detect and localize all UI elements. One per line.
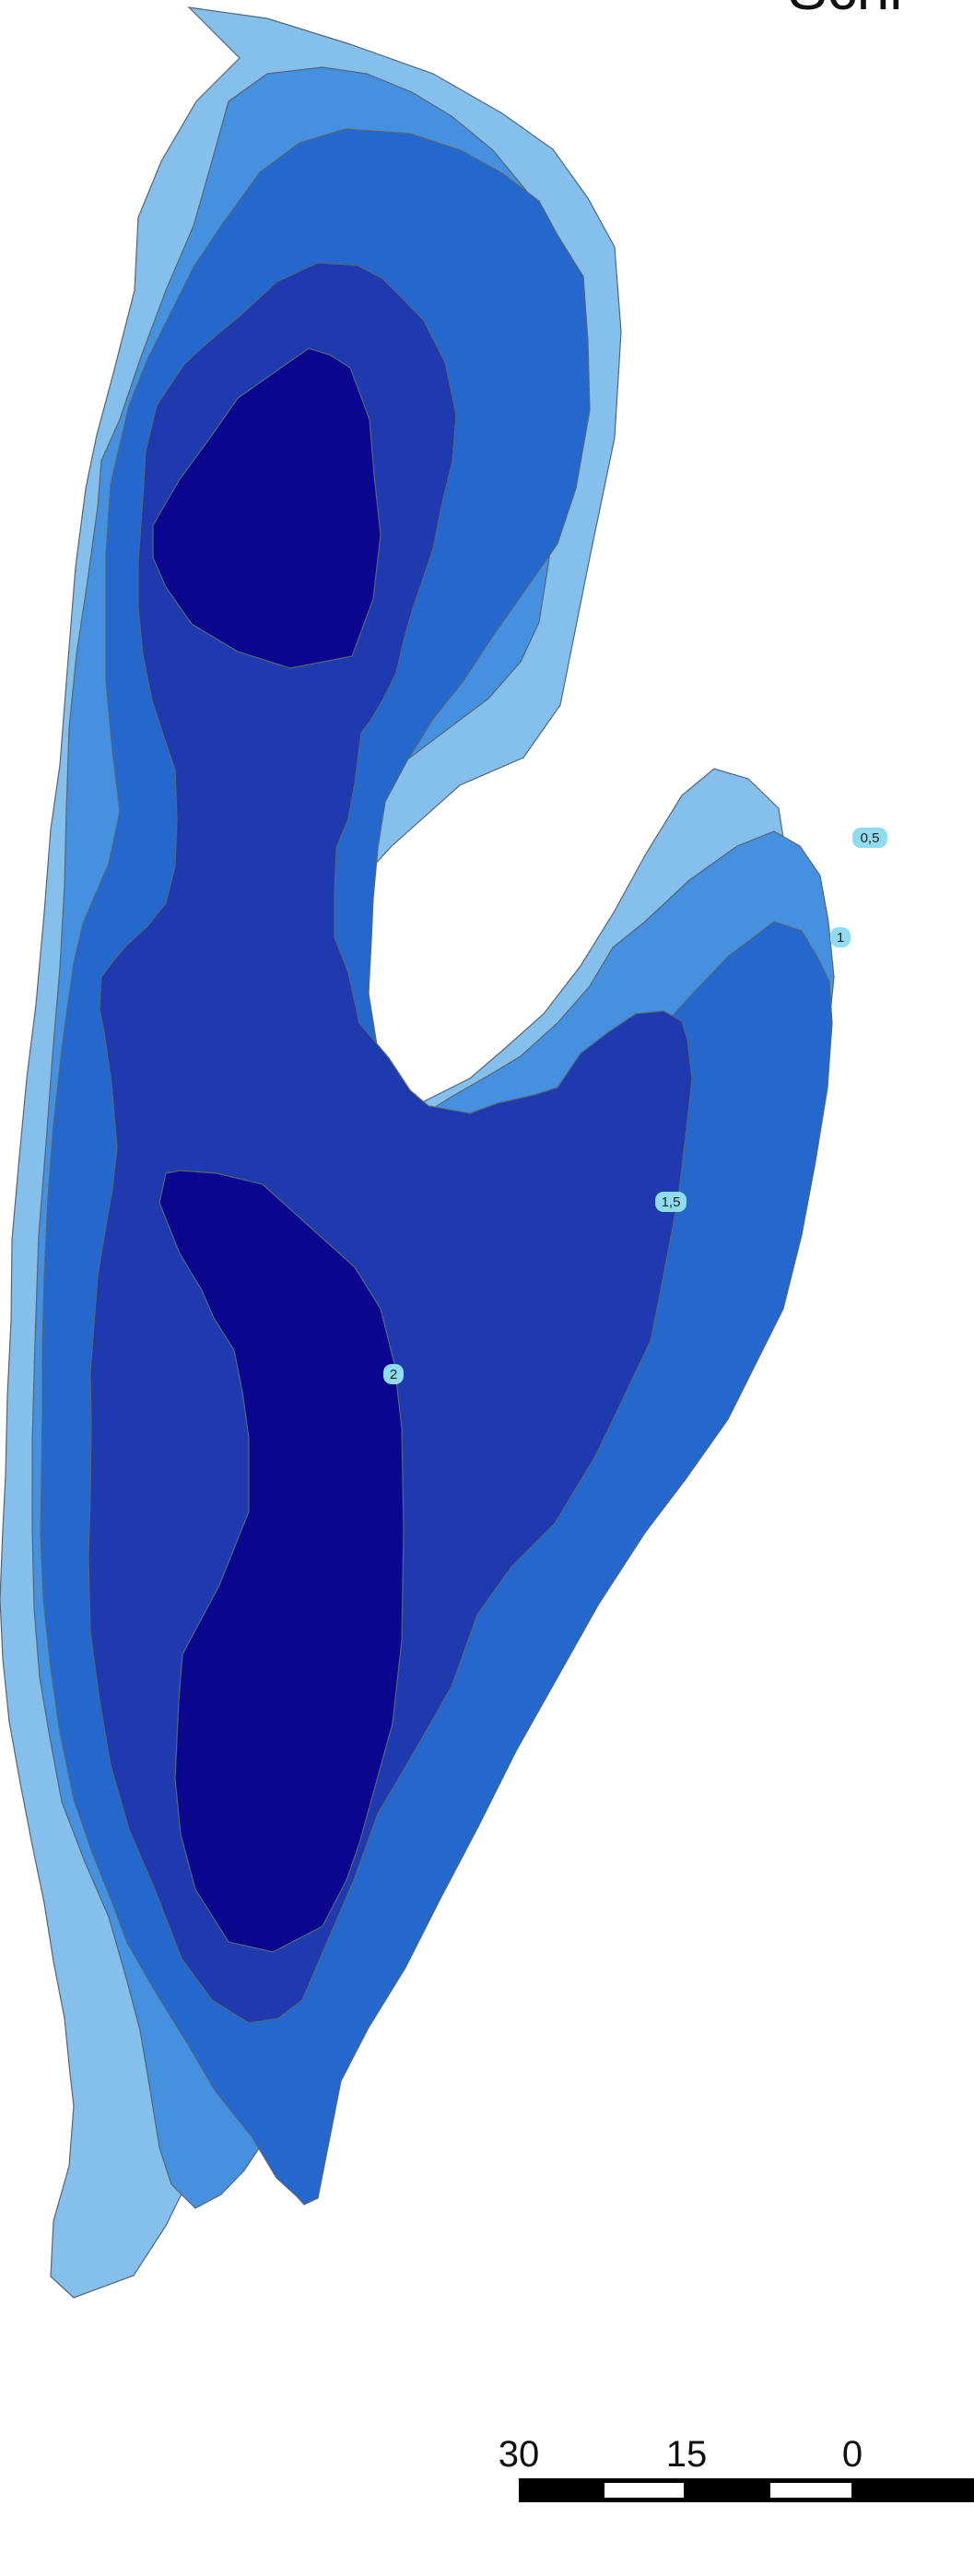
svg-text:1: 1 [837, 930, 844, 946]
svg-text:2: 2 [390, 1367, 397, 1382]
scale-bar-segment-white-2 [770, 2483, 851, 2498]
map-title: Schi [788, 0, 903, 22]
contour-label-0-5: 0,5 [852, 828, 887, 848]
depth-zone-2-north [152, 347, 381, 669]
scale-bar: 30 15 0 [499, 2434, 974, 2502]
svg-text:1,5: 1,5 [662, 1194, 681, 1210]
svg-text:0,5: 0,5 [861, 830, 880, 846]
contour-label-1: 1 [830, 927, 851, 947]
contour-label-2: 2 [383, 1364, 404, 1384]
depth-zone-2-south [158, 1170, 405, 1953]
scale-label-0: 0 [842, 2434, 863, 2475]
contour-label-1-5: 1,5 [655, 1192, 686, 1212]
scale-label-30: 30 [499, 2434, 540, 2475]
scale-bar-frame [519, 2478, 974, 2502]
scale-label-15: 15 [666, 2434, 708, 2475]
scale-bar-segment-white-1 [604, 2483, 684, 2498]
